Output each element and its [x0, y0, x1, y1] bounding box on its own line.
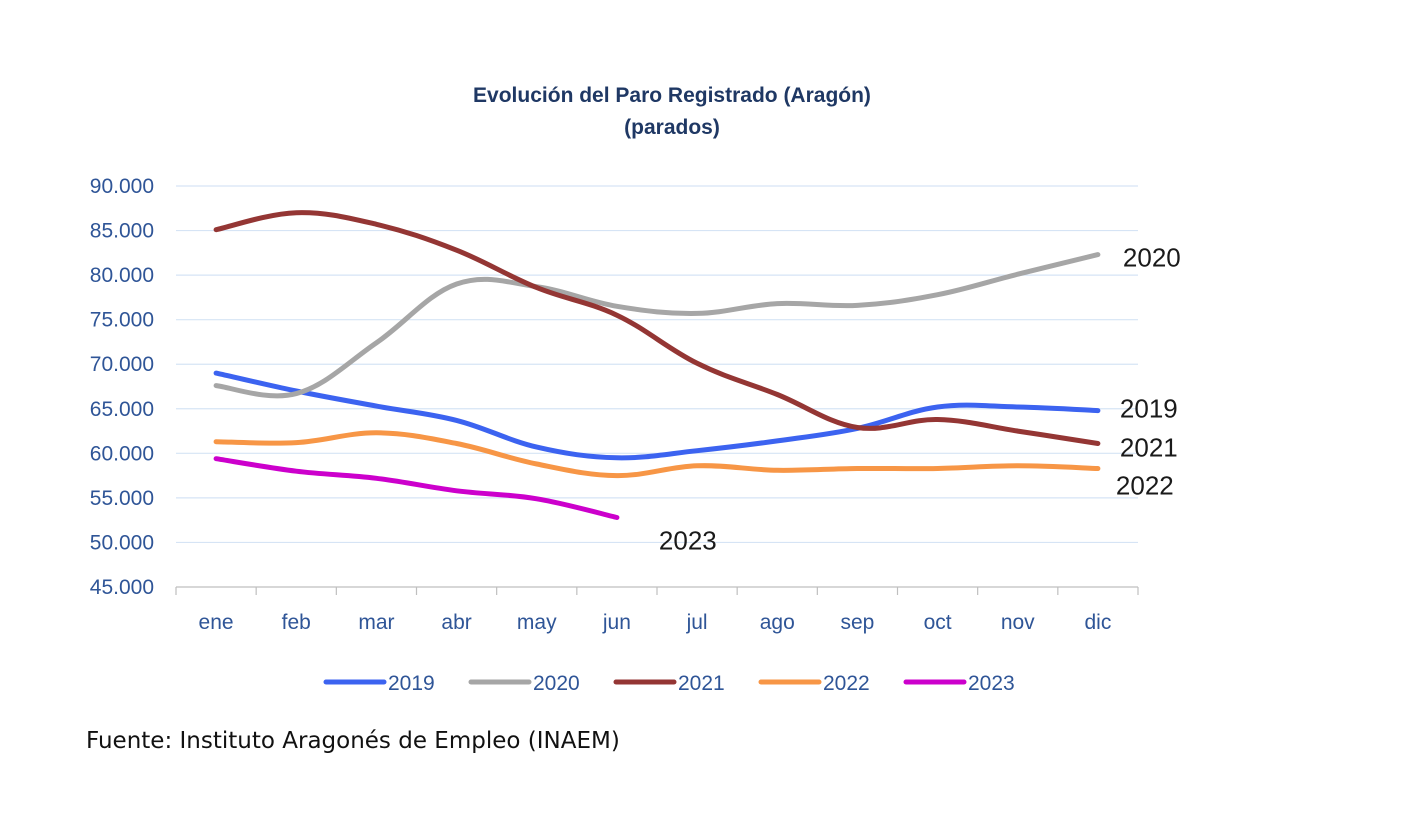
series-end-label-2021: 2021	[1120, 433, 1178, 463]
legend: 2019 2020 2021 2022 2023	[323, 672, 1015, 695]
y-tick-label: 70.000	[90, 353, 154, 376]
series-line-2022	[213, 430, 1101, 479]
series-line-2019	[213, 370, 1101, 461]
series-end-label-2023: 2023	[659, 525, 717, 555]
axes	[175, 586, 1139, 595]
series-line-2023	[213, 456, 620, 520]
source-note: Fuente: Instituto Aragonés de Empleo (IN…	[86, 728, 620, 754]
legend-label-2023: 2023	[968, 672, 1015, 695]
y-tick-label: 55.000	[90, 487, 154, 510]
x-tick-label: nov	[1001, 611, 1035, 634]
x-tick-label: mar	[358, 611, 394, 634]
x-tick-label: dic	[1084, 611, 1111, 634]
x-tick-label: feb	[282, 611, 311, 634]
series-lines	[213, 210, 1101, 520]
series-line-2021	[213, 210, 1101, 446]
x-tick-label: ene	[199, 611, 234, 634]
y-tick-label: 50.000	[90, 531, 154, 554]
gridlines	[176, 185, 1138, 544]
x-tick-label: may	[517, 611, 557, 634]
x-tick-label: sep	[840, 611, 874, 634]
x-tick-label: abr	[441, 611, 471, 634]
y-tick-label: 85.000	[90, 220, 154, 243]
chart-title-line-2: (parados)	[624, 116, 720, 139]
y-tick-label: 60.000	[90, 442, 154, 465]
legend-label-2019: 2019	[388, 672, 435, 695]
y-axis-ticks: 90.000 85.000 80.000 75.000 70.000 65.000 60.0…	[90, 175, 154, 599]
x-tick-label: oct	[924, 611, 952, 634]
legend-label-2020: 2020	[533, 672, 580, 695]
series-line-2020	[213, 252, 1101, 399]
series-end-label-2020: 2020	[1123, 243, 1181, 273]
x-axis-ticks: ene feb mar abr may jun jul ago sep oct nov dic	[199, 611, 1112, 634]
series-end-labels: 2019 2020 2021 2022 2023	[659, 243, 1181, 556]
chart-title-line-1: Evolución del Paro Registrado (Aragón)	[473, 84, 871, 107]
x-tick-label: jun	[602, 611, 631, 634]
y-tick-label: 75.000	[90, 309, 154, 332]
series-end-label-2019: 2019	[1120, 394, 1178, 424]
legend-label-2021: 2021	[678, 672, 725, 695]
y-tick-label: 45.000	[90, 576, 154, 599]
x-tick-label: jul	[686, 611, 708, 634]
y-tick-label: 90.000	[90, 175, 154, 198]
y-tick-label: 65.000	[90, 398, 154, 421]
legend-label-2022: 2022	[823, 672, 870, 695]
x-tick-label: ago	[760, 611, 795, 634]
series-end-label-2022: 2022	[1116, 470, 1174, 500]
y-tick-label: 80.000	[90, 264, 154, 287]
